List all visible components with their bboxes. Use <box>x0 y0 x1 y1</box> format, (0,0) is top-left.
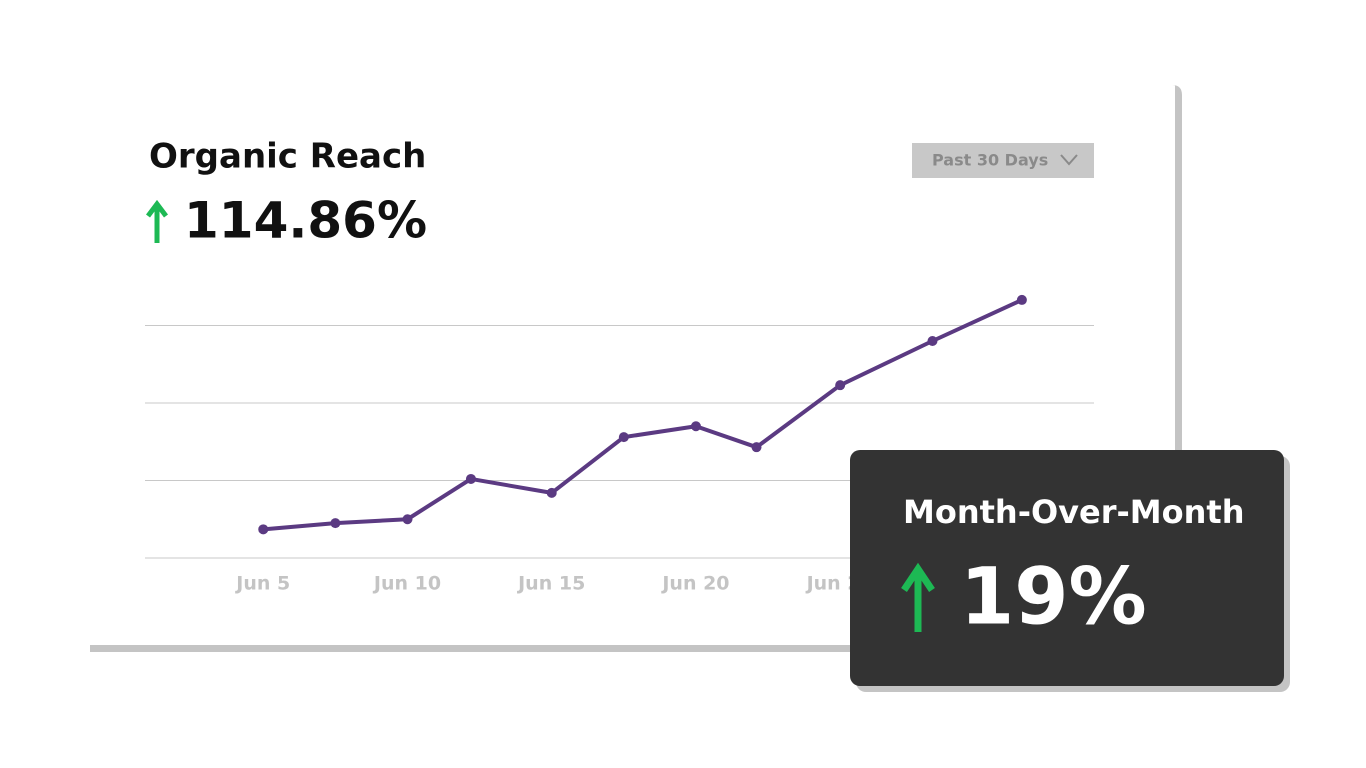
point <box>618 432 629 443</box>
x-tick-label: Jun 5 <box>234 573 290 595</box>
point <box>402 514 413 525</box>
point <box>546 487 557 498</box>
up-arrow <box>901 562 935 632</box>
popup-title: Month-Over-Month <box>903 493 1244 531</box>
plot: Jun 5 Jun 10 Jun 15 Jun 20 Jun 25 <box>145 294 1094 595</box>
popup: Month-Over-Month 19% <box>850 450 1290 692</box>
up-arrow <box>146 199 168 243</box>
popup-value: 19% <box>960 552 1147 642</box>
x-tick-label: Jun 10 <box>372 573 441 595</box>
point <box>835 380 846 391</box>
point <box>258 524 269 535</box>
dropdown-chevron[interactable] <box>1060 154 1078 166</box>
point <box>1016 294 1027 305</box>
x-tick-label: Jun 20 <box>660 573 729 595</box>
chart-title: Organic Reach <box>149 137 426 177</box>
x-tick-label: Jun 15 <box>516 573 585 595</box>
dropdown-box[interactable] <box>912 143 1094 178</box>
point <box>465 473 476 484</box>
point <box>751 442 762 453</box>
point <box>690 421 701 432</box>
metric-value: 114.86% <box>184 192 427 250</box>
dropdown-label[interactable]: Past 30 Days <box>932 151 1048 170</box>
popup-box <box>850 450 1284 686</box>
dropdown[interactable]: Past 30 Days <box>912 143 1094 178</box>
point <box>330 518 341 529</box>
point <box>927 336 938 346</box>
